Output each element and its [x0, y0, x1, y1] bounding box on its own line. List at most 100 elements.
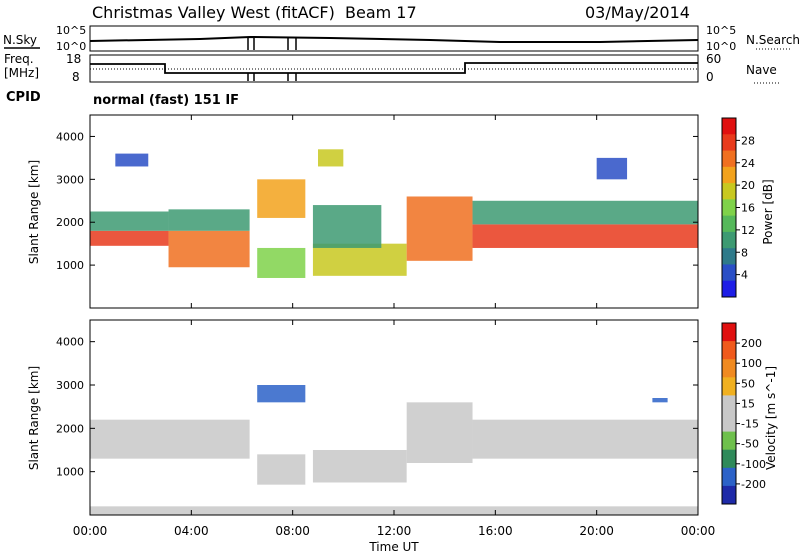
colorbar-swatch: [722, 183, 736, 200]
nsky-tick-top: 10^5: [56, 24, 86, 37]
freq-gaps: [247, 73, 297, 81]
velocity-ylabel: Slant Range [km]: [27, 366, 41, 470]
power-y-ticks: 1000 2000 3000 4000: [56, 130, 698, 272]
nave-tick-top: 60: [706, 52, 721, 66]
power-colorbar-label: Power [dB]: [761, 179, 775, 244]
colorbar-tick-label: -200: [741, 478, 766, 491]
band-3: [168, 209, 250, 231]
nsky-label: N.Sky: [3, 33, 37, 47]
nsky-panel: [89, 25, 699, 52]
colorbar-swatch: [722, 485, 736, 505]
nsearch-label: N.Search: [746, 33, 800, 47]
colorbar-swatch: [722, 280, 736, 298]
x-tick-label: 00:00: [73, 524, 108, 538]
colorbar-swatch: [722, 215, 736, 233]
nsky-gaps: [247, 38, 297, 50]
colorbar-swatch: [722, 166, 736, 184]
colorbar-tick-label: 8: [741, 246, 748, 259]
y-tick-label: 1000: [56, 259, 84, 272]
x-axis-ticks: 00:00 04:00 08:00 12:00 16:00 20:00 00:00: [73, 115, 716, 538]
nsearch-tick-top: 10^5: [706, 24, 736, 37]
colorbar-tick-label: 15: [741, 397, 755, 410]
x-tick-label: 16:00: [478, 524, 513, 538]
colorbar-swatch: [722, 449, 736, 469]
colorbar-tick-label: 28: [741, 134, 755, 147]
station-title: Christmas Valley West (fitACF): [92, 3, 335, 22]
y-tick-label: 1000: [56, 466, 84, 479]
velocity-panel-frame: [89, 319, 699, 516]
colorbar-swatch: [722, 341, 736, 360]
band-12: [115, 153, 149, 167]
colorbar-tick-label: 12: [741, 224, 755, 237]
colorbar-tick-label: 50: [741, 377, 755, 390]
colorbar-swatch: [722, 359, 736, 378]
nsky-tick-bottom: 10^0: [56, 40, 86, 53]
band-8: [472, 224, 698, 248]
y-tick-label: 2000: [56, 216, 84, 229]
freq-trace: [90, 62, 698, 74]
nsearch-tick-bottom: 10^0: [706, 40, 736, 53]
band-1: [257, 454, 306, 485]
freq-label: Freq.: [4, 52, 34, 66]
band-5: [312, 243, 407, 276]
band-10: [257, 179, 306, 218]
colorbar-swatch: [722, 323, 736, 342]
freq-tick-top: 18: [66, 52, 81, 66]
y-tick-label: 3000: [56, 379, 84, 392]
freq-tick-bottom: 8: [72, 70, 80, 84]
band-5: [257, 385, 306, 403]
x-tick-label: 20:00: [579, 524, 614, 538]
velocity-colorbar-label: Velocity [m s^-1]: [764, 366, 778, 470]
velocity-heatmap: [90, 385, 698, 515]
colorbar-frame: [721, 322, 737, 505]
date-label: 03/May/2014: [585, 3, 690, 22]
colorbar-tick-label: 200: [741, 337, 762, 350]
x-tick-label: 12:00: [377, 524, 412, 538]
cpid-label: CPID: [6, 90, 41, 105]
velocity-colorbar: 200 100 50 15 -15 -50 -100 -200: [721, 322, 766, 505]
band-6: [312, 205, 382, 248]
colorbar-swatch: [722, 199, 736, 217]
colorbar-swatch: [722, 248, 736, 265]
colorbar-tick-label: 100: [741, 357, 762, 370]
colorbar-swatch: [722, 118, 736, 135]
x-tick-label: 00:00: [681, 524, 716, 538]
power-colorbar: 28 24 20 16 12 8 4: [721, 117, 755, 298]
band-6: [652, 398, 668, 403]
colorbar-tick-label: -15: [741, 418, 759, 431]
band-7: [406, 196, 473, 261]
nave-label: Nave: [746, 63, 777, 77]
colorbar-tick-label: -50: [741, 438, 759, 451]
band-4: [257, 247, 306, 278]
band-2: [312, 450, 407, 483]
colorbar-tick-label: 20: [741, 179, 755, 192]
colorbar-swatch: [722, 431, 736, 451]
colorbar-tick-label: 4: [741, 269, 748, 282]
x-tick-label: 04:00: [174, 524, 209, 538]
beam-label: Beam 17: [345, 3, 417, 22]
band-1: [90, 211, 169, 231]
band-9: [472, 200, 698, 225]
colorbar-swatch: [722, 231, 736, 249]
band-0: [90, 230, 169, 246]
nsky-trace: [89, 35, 699, 43]
cpid-value: normal (fast) 151 IF: [93, 93, 239, 108]
colorbar-swatch: [722, 264, 736, 282]
band-13: [596, 157, 628, 180]
y-tick-label: 2000: [56, 422, 84, 435]
colorbar-swatch: [722, 467, 736, 487]
band-3: [406, 402, 473, 463]
colorbar-swatch: [722, 134, 736, 152]
colorbar-tick-label: -100: [741, 458, 766, 471]
y-tick-label: 4000: [56, 336, 84, 349]
colorbar-swatch: [722, 377, 736, 396]
colorbar-swatch: [722, 150, 736, 168]
freq-unit: [MHz]: [4, 66, 39, 80]
colorbar-swatch: [722, 395, 736, 414]
colorbar-tick-label: 24: [741, 157, 755, 170]
nave-tick-bottom: 0: [706, 70, 714, 84]
colorbar-swatch: [722, 413, 736, 433]
x-tick-label: 08:00: [275, 524, 310, 538]
band-0: [90, 419, 250, 459]
